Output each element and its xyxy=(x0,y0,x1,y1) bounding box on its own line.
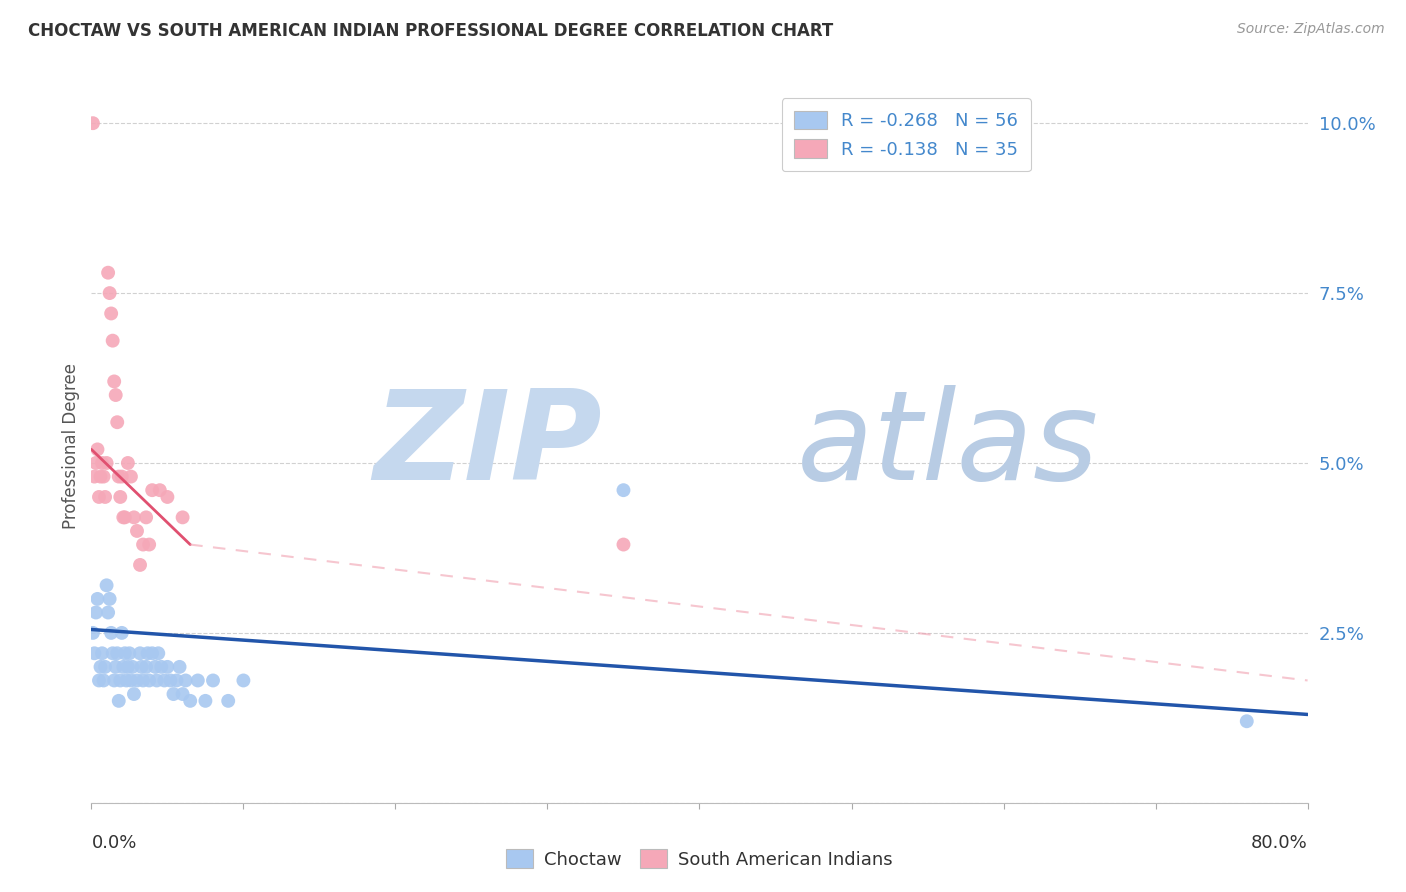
Point xyxy=(89,469,111,483)
Point xyxy=(86,442,108,457)
Point xyxy=(136,646,159,660)
Point xyxy=(169,660,191,674)
Point xyxy=(118,646,141,660)
Point xyxy=(112,660,135,674)
Point xyxy=(97,266,120,280)
Point xyxy=(148,646,170,660)
Point xyxy=(174,673,197,688)
Point xyxy=(150,660,173,674)
Point xyxy=(156,490,179,504)
Point xyxy=(112,510,135,524)
Point xyxy=(132,537,155,551)
Point xyxy=(83,469,105,483)
Point xyxy=(87,490,110,504)
Point xyxy=(1236,714,1258,729)
Point xyxy=(111,626,134,640)
Point xyxy=(125,673,148,688)
Point xyxy=(84,606,107,620)
Point xyxy=(97,606,120,620)
Point xyxy=(131,660,153,674)
Point xyxy=(217,694,239,708)
Point xyxy=(149,483,172,498)
Point xyxy=(129,558,152,572)
Point xyxy=(101,646,124,660)
Point xyxy=(187,673,209,688)
Point xyxy=(82,116,104,130)
Point xyxy=(166,673,188,688)
Point xyxy=(132,673,155,688)
Point xyxy=(93,673,115,688)
Point xyxy=(172,510,194,524)
Point xyxy=(179,694,201,708)
Point xyxy=(121,660,143,674)
Point xyxy=(135,660,157,674)
Text: 0.0%: 0.0% xyxy=(91,834,136,852)
Point xyxy=(138,537,160,551)
Point xyxy=(101,334,124,348)
Point xyxy=(100,306,122,320)
Point xyxy=(120,673,142,688)
Point xyxy=(110,490,132,504)
Point xyxy=(202,673,225,688)
Point xyxy=(84,456,107,470)
Text: ZIP: ZIP xyxy=(374,385,602,507)
Point xyxy=(125,524,148,538)
Point xyxy=(103,375,125,389)
Point xyxy=(612,537,634,551)
Point xyxy=(162,687,184,701)
Point xyxy=(89,660,111,674)
Point xyxy=(141,646,163,660)
Text: CHOCTAW VS SOUTH AMERICAN INDIAN PROFESSIONAL DEGREE CORRELATION CHART: CHOCTAW VS SOUTH AMERICAN INDIAN PROFESS… xyxy=(28,22,834,40)
Point xyxy=(159,673,181,688)
Point xyxy=(145,673,167,688)
Point xyxy=(100,626,122,640)
Point xyxy=(110,673,132,688)
Point xyxy=(115,673,138,688)
Point xyxy=(117,456,139,470)
Point xyxy=(232,673,254,688)
Point xyxy=(91,456,114,470)
Point xyxy=(93,469,115,483)
Point xyxy=(105,646,128,660)
Point xyxy=(83,646,105,660)
Point xyxy=(107,694,129,708)
Point xyxy=(105,415,128,429)
Point xyxy=(194,694,217,708)
Point xyxy=(98,591,121,606)
Point xyxy=(98,286,121,301)
Point xyxy=(129,646,152,660)
Point xyxy=(114,510,136,524)
Point xyxy=(107,469,129,483)
Point xyxy=(153,673,176,688)
Point xyxy=(94,490,117,504)
Point xyxy=(111,469,134,483)
Point xyxy=(138,673,160,688)
Point xyxy=(91,646,114,660)
Point xyxy=(122,687,145,701)
Point xyxy=(141,483,163,498)
Point xyxy=(104,388,127,402)
Point xyxy=(135,510,157,524)
Point xyxy=(172,687,194,701)
Point xyxy=(120,469,142,483)
Point xyxy=(104,660,127,674)
Text: atlas: atlas xyxy=(797,385,1099,507)
Point xyxy=(122,510,145,524)
Point xyxy=(82,626,104,640)
Text: Source: ZipAtlas.com: Source: ZipAtlas.com xyxy=(1237,22,1385,37)
Legend: Choctaw, South American Indians: Choctaw, South American Indians xyxy=(499,842,900,876)
Point xyxy=(612,483,634,498)
Point xyxy=(156,660,179,674)
Point xyxy=(86,591,108,606)
Point xyxy=(94,660,117,674)
Point xyxy=(96,456,118,470)
Point xyxy=(87,673,110,688)
Point xyxy=(103,673,125,688)
Y-axis label: Professional Degree: Professional Degree xyxy=(62,363,80,529)
Text: 80.0%: 80.0% xyxy=(1251,834,1308,852)
Point xyxy=(143,660,166,674)
Point xyxy=(96,578,118,592)
Point xyxy=(114,646,136,660)
Point xyxy=(117,660,139,674)
